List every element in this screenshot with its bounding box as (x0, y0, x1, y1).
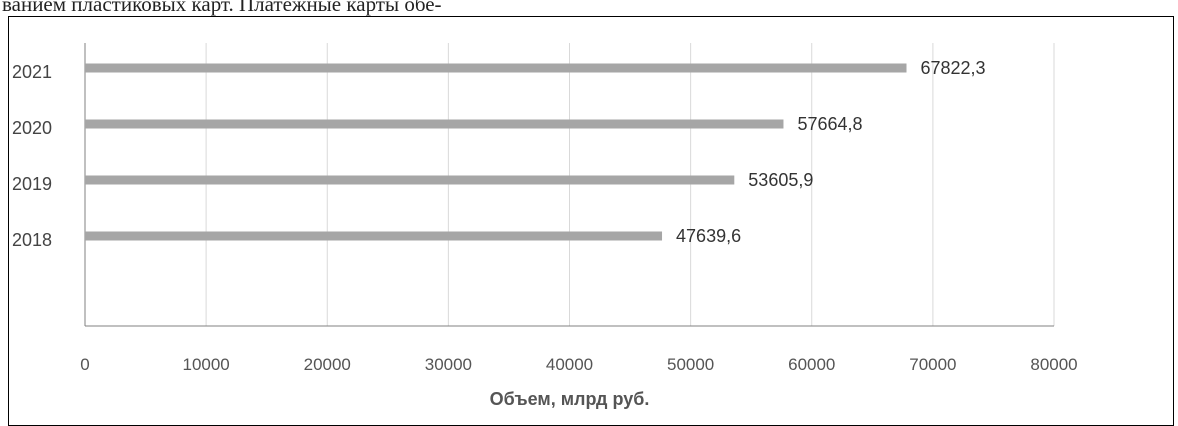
page-text-fragment: ванием пластиковых карт. Платежные карты… (2, 0, 442, 16)
data-label: 67822,3 (920, 58, 985, 78)
data-labels: 67822,3 57664,8 53605,9 47639,6 (676, 58, 986, 246)
x-tick-labels: 0 10000 20000 30000 40000 50000 60000 70000 8000… (80, 355, 1077, 374)
category-label: 2019 (12, 174, 52, 194)
x-tick-label: 10000 (182, 355, 229, 374)
category-label: 2018 (12, 230, 52, 250)
bars (85, 63, 907, 241)
x-tick-label: 50000 (667, 355, 714, 374)
x-tick-label: 20000 (304, 355, 351, 374)
category-label: 2020 (12, 118, 52, 138)
data-label: 57664,8 (797, 114, 862, 134)
data-label: 47639,6 (676, 226, 741, 246)
x-axis-title: Объем, млрд руб. (490, 389, 650, 409)
bar (85, 175, 735, 185)
data-label: 53605,9 (748, 170, 813, 190)
bar (85, 63, 907, 73)
category-labels: 2021 2020 2019 2018 (12, 62, 52, 250)
bar (85, 119, 784, 129)
category-label: 2021 (12, 62, 52, 82)
chart-frame: 67822,3 57664,8 53605,9 47639,6 2021 2020 201… (8, 16, 1174, 426)
x-tick-label: 40000 (546, 355, 593, 374)
x-tick-label: 70000 (909, 355, 956, 374)
bar-chart: 67822,3 57664,8 53605,9 47639,6 2021 2020 201… (12, 43, 1078, 409)
x-tick-label: 0 (80, 355, 89, 374)
x-tick-label: 80000 (1030, 355, 1077, 374)
x-tick-label: 60000 (788, 355, 835, 374)
bar (85, 231, 663, 241)
x-tick-label: 30000 (425, 355, 472, 374)
